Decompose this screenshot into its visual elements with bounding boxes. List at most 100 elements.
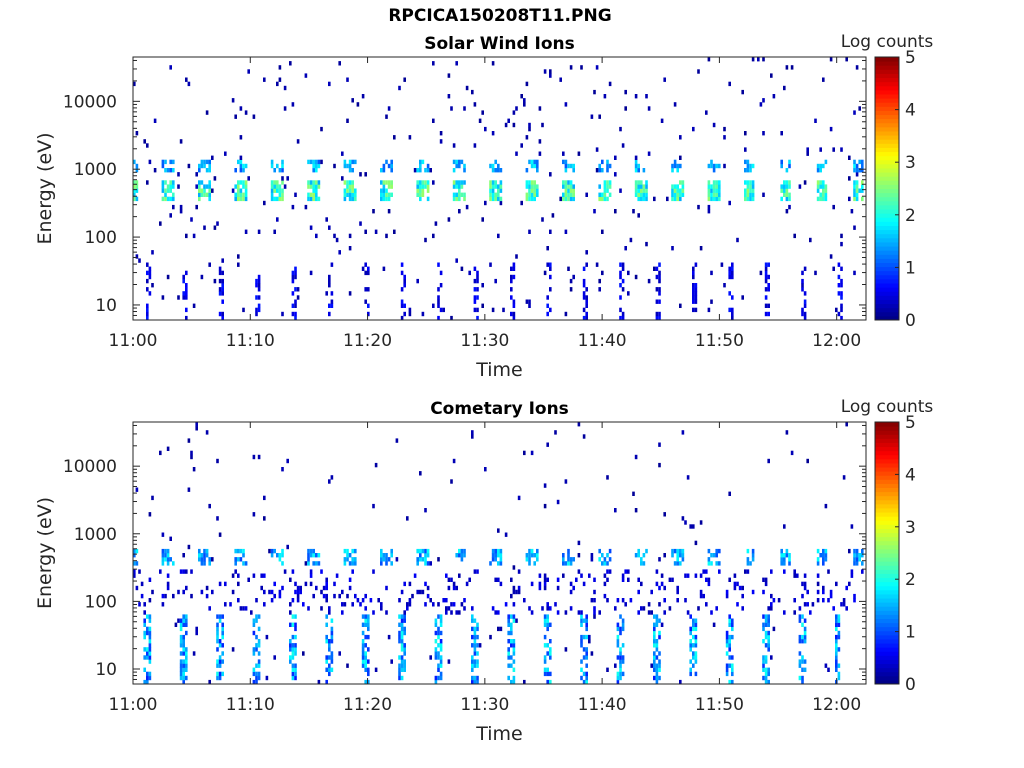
heatmap-cell	[694, 299, 698, 304]
heatmap-cell	[512, 659, 516, 664]
y-tick-label: 100	[85, 228, 117, 248]
heatmap-cell	[658, 634, 661, 640]
heatmap-cell	[281, 553, 284, 558]
heatmap-cell	[692, 295, 695, 300]
heatmap-cell	[146, 679, 149, 685]
heatmap-cell	[387, 184, 391, 189]
heatmap-cell	[731, 622, 734, 627]
heatmap-cell	[419, 184, 422, 189]
heatmap-cell	[569, 557, 573, 562]
heatmap-cell	[710, 553, 713, 558]
heatmap-cell	[203, 561, 206, 566]
colorbar-segment	[875, 118, 899, 124]
heatmap-cell	[744, 168, 747, 173]
heatmap-cell	[707, 561, 711, 566]
heatmap-cell	[731, 274, 734, 280]
heatmap-cell	[252, 630, 256, 636]
heatmap-cell	[744, 569, 747, 574]
heatmap-cell	[780, 163, 783, 169]
heatmap-cell	[471, 667, 474, 672]
heatmap-cell	[494, 168, 497, 173]
heatmap-cell	[673, 163, 677, 169]
heatmap-cell	[673, 159, 677, 165]
heatmap-cell	[746, 188, 750, 193]
heatmap-cell	[439, 283, 443, 288]
heatmap-cell	[702, 569, 705, 574]
heatmap-cell	[294, 303, 297, 308]
heatmap-cell	[216, 634, 219, 640]
heatmap-cell	[816, 598, 820, 603]
heatmap-cell	[819, 196, 822, 202]
heatmap-cell	[512, 110, 516, 115]
heatmap-cell	[234, 184, 237, 189]
heatmap-cell	[601, 192, 604, 197]
heatmap-cell	[767, 618, 770, 623]
heatmap-cell	[400, 589, 404, 595]
heatmap-cell	[367, 667, 370, 672]
heatmap-cell	[621, 311, 625, 317]
heatmap-cell	[252, 512, 256, 517]
heatmap-cell	[182, 274, 185, 280]
heatmap-cell	[203, 184, 206, 189]
heatmap-cell	[658, 311, 661, 317]
heatmap-cell	[788, 184, 791, 189]
heatmap-cell	[619, 262, 622, 267]
heatmap-cell	[783, 557, 786, 562]
heatmap-cell	[507, 663, 510, 668]
heatmap-cell	[143, 622, 146, 627]
heatmap-cell	[221, 671, 224, 677]
heatmap-cell	[437, 295, 440, 300]
heatmap-cell	[273, 184, 276, 189]
heatmap-cell	[543, 614, 547, 619]
heatmap-cell	[530, 188, 534, 193]
heatmap-cell	[723, 163, 726, 169]
heatmap-cell	[434, 651, 438, 656]
heatmap-cell	[216, 639, 219, 644]
heatmap-cell	[772, 94, 776, 99]
heatmap-cell	[824, 188, 828, 193]
heatmap-cell	[419, 557, 422, 562]
heatmap-cell	[564, 192, 568, 197]
heatmap-cell	[330, 639, 334, 644]
heatmap-cell	[840, 278, 843, 284]
heatmap-cell	[203, 159, 206, 165]
heatmap-cell	[208, 168, 211, 173]
heatmap-cell	[512, 647, 516, 652]
heatmap-cell	[473, 643, 477, 648]
heatmap-cell	[689, 524, 692, 529]
heatmap-cell	[351, 184, 354, 189]
heatmap-cell	[460, 192, 464, 197]
x-tick-label: 11:30	[460, 331, 509, 351]
heatmap-cell	[450, 602, 453, 607]
heatmap-cell	[546, 246, 549, 251]
heatmap-cell	[356, 598, 360, 603]
heatmap-cell	[341, 176, 344, 181]
heatmap-cell	[416, 561, 419, 566]
heatmap-cell	[733, 581, 737, 587]
heatmap-cell	[247, 577, 250, 582]
heatmap-cell	[200, 274, 204, 280]
heatmap-cell	[793, 573, 796, 578]
heatmap-cell	[634, 159, 638, 165]
heatmap-cell	[590, 557, 594, 562]
heatmap-cell	[143, 139, 146, 144]
heatmap-cell	[720, 262, 724, 267]
heatmap-cell	[564, 168, 568, 173]
colorbar-segment	[875, 315, 899, 321]
heatmap-cell	[239, 192, 243, 197]
heatmap-cell	[354, 548, 357, 554]
heatmap-cell	[135, 184, 139, 189]
heatmap-cell	[325, 655, 328, 660]
heatmap-cell	[281, 180, 284, 185]
heatmap-cell	[569, 278, 573, 284]
heatmap-cell	[715, 196, 718, 202]
heatmap-cell	[694, 651, 698, 656]
heatmap-cell	[785, 192, 789, 197]
colorbar-segment	[875, 573, 899, 579]
heatmap-cell	[629, 598, 633, 603]
heatmap-cell	[746, 159, 750, 165]
heatmap-cell	[653, 196, 656, 202]
heatmap-cell	[161, 196, 165, 202]
heatmap-cell	[546, 577, 549, 582]
colorbar-segment	[875, 651, 899, 656]
